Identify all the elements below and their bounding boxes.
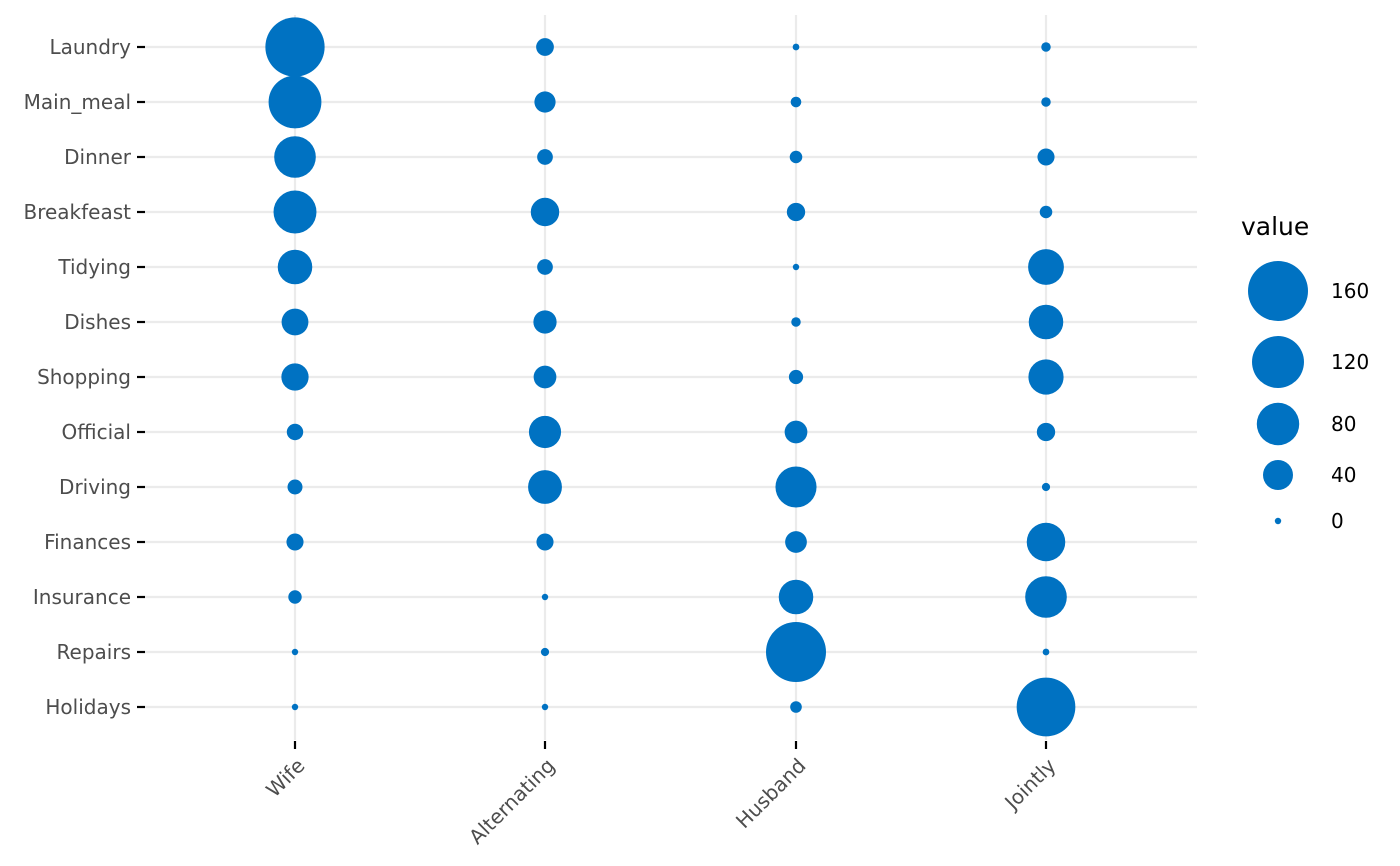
- bubble-point: [286, 533, 304, 551]
- bubble-point: [791, 317, 801, 327]
- legend-label: 80: [1331, 412, 1356, 436]
- bubble-point: [528, 415, 562, 449]
- bubble-point: [533, 310, 557, 334]
- y-tick-label: Holidays: [45, 695, 131, 719]
- bubble-point: [1028, 249, 1064, 285]
- bubble-point: [1039, 205, 1053, 219]
- bubble-point: [1041, 97, 1051, 107]
- bubble-point: [536, 38, 554, 56]
- bubble-point: [536, 533, 554, 551]
- legend: value 160 120 80 40 0: [1241, 212, 1369, 533]
- bubble-point: [530, 197, 560, 227]
- bubble-point: [286, 423, 304, 441]
- bubble-point: [1037, 148, 1055, 166]
- legend-key: [1263, 460, 1293, 490]
- bubble-point: [1028, 304, 1064, 340]
- bubble-point: [277, 249, 313, 285]
- y-tick-label: Insurance: [33, 585, 131, 609]
- bubble-point: [273, 190, 317, 234]
- y-tick-label: Dishes: [64, 310, 131, 334]
- legend-key: [1256, 402, 1300, 446]
- bubble-point: [287, 479, 303, 495]
- bubble-point: [792, 43, 800, 51]
- y-tick-label: Driving: [59, 475, 131, 499]
- bubble-point: [788, 369, 804, 385]
- bubble-point: [1036, 422, 1056, 442]
- bubble-point: [537, 149, 553, 165]
- bubble-point: [288, 590, 302, 604]
- bubble-point: [775, 466, 817, 508]
- bubble-point: [533, 365, 557, 389]
- bubble-point: [291, 703, 299, 711]
- y-tick-label: Shopping: [37, 365, 131, 389]
- bubble-point: [268, 75, 322, 129]
- bubble-point: [792, 263, 800, 271]
- bubble-point: [291, 648, 299, 656]
- y-tick-label: Finances: [44, 530, 131, 554]
- legend-label: 0: [1331, 509, 1344, 533]
- legend-key: [1248, 261, 1308, 321]
- legend-key: [1274, 517, 1282, 525]
- bubble-point: [1041, 42, 1051, 52]
- y-tick-label: Official: [62, 420, 131, 444]
- legend-key: [1252, 336, 1304, 388]
- bubble-point: [281, 308, 309, 336]
- legend-label: 120: [1331, 350, 1369, 374]
- bubble-point: [1016, 677, 1076, 737]
- y-tick-label: Tidying: [57, 255, 131, 279]
- point-layer: [265, 17, 1076, 737]
- bubble-point: [541, 703, 549, 711]
- bubble-point: [784, 420, 808, 444]
- legend-title: value: [1241, 212, 1309, 241]
- x-tick-label: Jointly: [999, 753, 1061, 815]
- y-tick-label: Repairs: [57, 640, 131, 664]
- bubble-point: [766, 622, 826, 682]
- y-tick-label: Breakfeast: [23, 200, 131, 224]
- bubble-point: [789, 150, 803, 164]
- y-tick-label: Main_meal: [24, 90, 131, 114]
- y-tick-label: Laundry: [49, 35, 131, 59]
- x-tick-label: Wife: [261, 754, 309, 802]
- bubble-point: [1026, 522, 1066, 562]
- bubble-point: [1025, 576, 1067, 618]
- bubble-point: [540, 647, 550, 657]
- bubble-point: [778, 579, 814, 615]
- bubble-point: [790, 96, 802, 108]
- bubble-point: [541, 593, 549, 601]
- legend-label: 40: [1331, 463, 1356, 487]
- bubble-point: [281, 363, 309, 391]
- bubble-point: [786, 202, 806, 222]
- bubble-point: [785, 531, 807, 553]
- x-tick-label: Alternating: [464, 754, 559, 849]
- legend-label: 160: [1331, 279, 1369, 303]
- bubble-point: [1028, 359, 1064, 395]
- y-tick-label: Dinner: [64, 145, 132, 169]
- bubble-point: [274, 136, 316, 178]
- bubble-point: [537, 259, 553, 275]
- bubble-point: [265, 17, 325, 77]
- bubble-point: [790, 701, 802, 713]
- bubble-point: [528, 470, 562, 504]
- bubble-point: [1042, 648, 1050, 656]
- bubble-point: [1041, 482, 1051, 492]
- bubble-point: [534, 91, 556, 113]
- x-tick-label: Husband: [731, 754, 811, 834]
